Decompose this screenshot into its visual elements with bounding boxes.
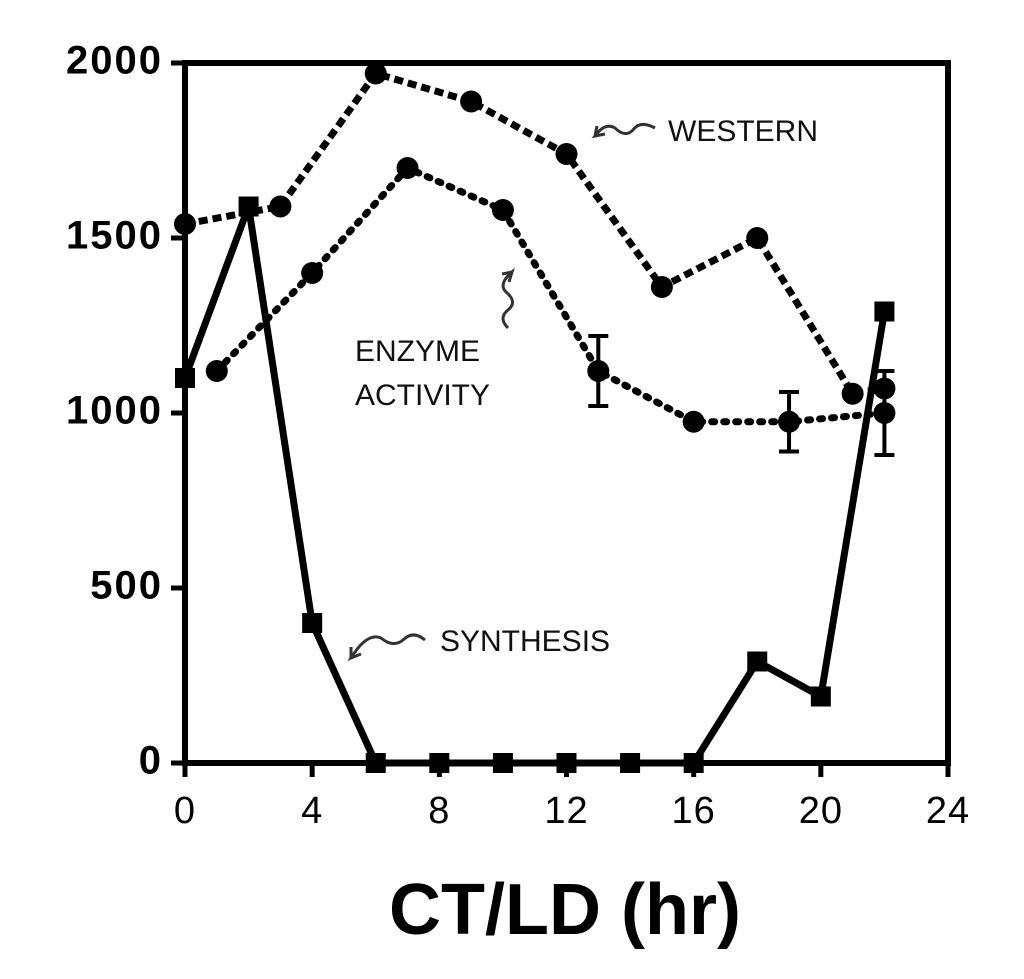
series-label: ENZYME ACTIVITY	[355, 335, 491, 412]
data-point	[555, 143, 578, 165]
x-tick-label: 8	[428, 790, 450, 832]
y-tick-label: 0	[139, 739, 163, 783]
data-point	[620, 753, 641, 773]
data-point	[747, 651, 768, 672]
data-point	[682, 410, 705, 433]
data-point	[810, 686, 831, 707]
data-point	[841, 382, 864, 405]
data-point	[587, 360, 610, 382]
x-tick-label: 24	[926, 790, 970, 832]
data-point	[778, 410, 801, 433]
data-point	[746, 227, 769, 249]
data-point	[429, 753, 450, 773]
x-tick-label: 16	[672, 790, 716, 832]
data-point	[301, 262, 324, 284]
y-tick-label: 1500	[66, 214, 163, 258]
series-label: WESTERN	[668, 115, 818, 148]
x-tick-label: 12	[544, 790, 588, 832]
y-tick-label: 500	[90, 564, 163, 608]
series-label: SYNTHESIS	[440, 625, 611, 658]
data-point	[205, 360, 228, 382]
series-line	[181, 203, 888, 767]
y-tick-label: 1000	[66, 389, 163, 433]
data-point	[174, 213, 196, 235]
annotation-arrow	[591, 123, 656, 139]
x-tick-label: 0	[174, 790, 196, 832]
x-axis-label: CT/LD (hr)	[389, 870, 741, 950]
data-point	[302, 613, 323, 633]
data-point	[556, 753, 577, 773]
annotation-arrow	[501, 267, 515, 330]
data-point	[365, 753, 386, 773]
data-point	[396, 157, 419, 179]
x-tick-label: 20	[799, 790, 843, 832]
data-point	[650, 276, 673, 298]
data-point	[873, 402, 896, 424]
series-line	[213, 164, 888, 426]
data-point	[874, 301, 895, 322]
data-point	[492, 753, 513, 773]
x-tick-label: 4	[301, 790, 323, 832]
data-point	[364, 62, 387, 85]
data-point	[460, 90, 483, 113]
annotation-arrow	[347, 633, 426, 662]
data-point	[269, 195, 292, 218]
y-tick-label: 2000	[66, 39, 163, 83]
data-point	[683, 753, 704, 773]
data-point	[491, 199, 514, 221]
data-point	[175, 368, 195, 388]
data-point	[238, 196, 259, 217]
